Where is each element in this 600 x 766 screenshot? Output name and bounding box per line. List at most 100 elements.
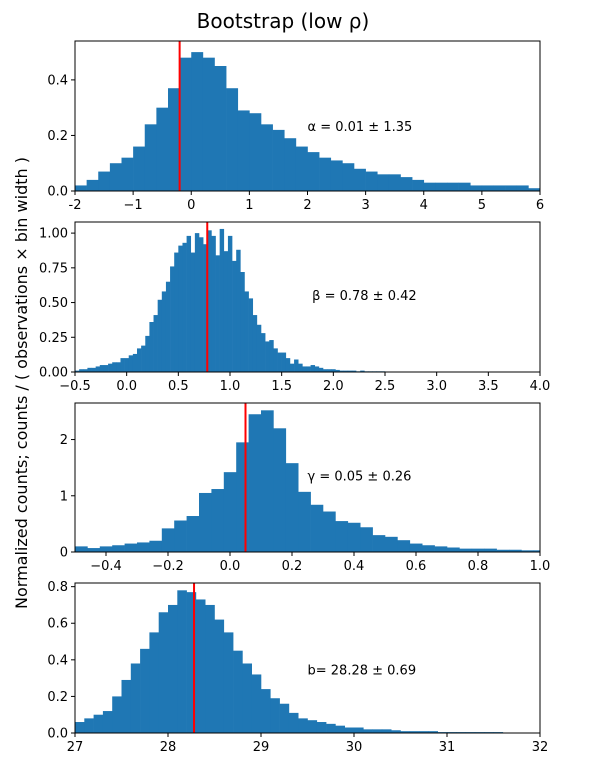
histogram-bar [174,252,179,372]
histogram-bar [298,491,311,552]
histogram-bar [219,228,225,372]
histogram-bar [354,168,366,191]
subplot-gamma: −0.4 −0.2 0.0 0.2 0.4 0.6 0.8 1.0 0 1 2 γ = 0.05 ± … [60,402,550,574]
x-tick-label: 29 [253,740,270,755]
histogram-bar [75,185,87,191]
histogram-bar [269,340,274,372]
histogram-bar [112,545,125,552]
x-tick-label: 0.8 [468,559,489,574]
histogram-bar [270,698,280,733]
histogram-bar [279,703,290,733]
histogram-bar [108,363,113,372]
histogram-bar [233,650,243,733]
histogram-bar [84,718,94,733]
histogram-bar [240,272,245,372]
subplot-beta: −0.5 0.0 0.5 1.0 1.5 2.0 2.5 3.0 3.5 4.0 0.00 0.25 0… [39,221,550,394]
histogram-bar [284,138,297,191]
x-tick-label: 2.5 [375,379,396,394]
histogram-bar [124,358,130,372]
histogram-bar [145,335,150,372]
x-tick-label: −0.2 [152,559,184,574]
y-tick-label: 0.4 [47,73,68,88]
histogram-bar [533,550,540,552]
x-tick-label: 0.0 [220,559,241,574]
histogram-bar [112,696,122,733]
y-tick-label: 1.00 [39,227,68,242]
histogram-bar [447,182,459,191]
x-tick-label: 0 [187,198,195,213]
histogram-bar [365,171,378,191]
histogram-bar [360,527,373,552]
x-tick-label: −1 [124,198,143,213]
histogram-bar [307,720,318,733]
x-tick-label: 5 [478,198,486,213]
histogram-bar [335,725,345,733]
histogram-bar [471,548,485,552]
histogram-bar [153,315,158,372]
histogram-bar [306,366,311,372]
histogram-bar [149,632,159,733]
histogram-bars [75,590,504,733]
histogram-bar [509,549,522,552]
histogram-bar [186,235,192,372]
histogram-bar [310,504,324,552]
x-tick-label: 31 [439,740,456,755]
histogram-bar [226,88,239,191]
histogram-bar [87,548,101,552]
histogram-bar [128,355,134,372]
histogram-bar [95,366,101,372]
histogram-bar [409,543,423,552]
x-tick-label: −0.5 [59,379,91,394]
histogram-bar [385,536,398,552]
y-tick-label: 1 [60,489,68,504]
histogram-bar [165,281,171,372]
histogram-bar [435,182,448,191]
histogram-bar [132,353,138,372]
histogram-bar [75,546,88,552]
x-tick-label: 0.0 [116,379,137,394]
estimate-annotation: γ = 0.05 ± 0.26 [308,469,412,484]
histogram-bar [249,113,262,191]
histogram-bar [397,540,411,552]
y-tick-label: 2 [60,433,68,448]
histogram-bar [236,249,241,372]
histogram-bar [140,648,150,733]
subplot-b: 27 28 29 30 31 32 0.0 0.2 0.4 0.6 0.8 b= 28.28 ± 0.… [47,580,548,755]
histogram-bar [248,298,254,372]
histogram-bar [521,550,535,552]
histogram-bar [137,348,142,372]
histogram-bars [75,228,386,372]
histogram-bar [223,632,234,733]
histogram-bar [112,362,117,372]
histogram-bar [335,521,349,552]
subplots: -2 −1 0 1 2 3 4 5 60.00.20.4α = 0.01 ± 1.35−0.5 0… [39,40,550,755]
estimate-annotation: β = 0.78 ± 0.42 [312,289,417,304]
x-tick-label: 0.5 [168,379,189,394]
histogram-bar [251,674,262,733]
histogram-bar [295,146,308,191]
histogram-bar [409,731,420,733]
histogram-bar [273,428,287,552]
histogram-bar [294,359,299,372]
histogram-bar [372,535,386,552]
histogram-bar [116,362,121,372]
histogram-bar [203,244,208,372]
x-tick-label: 2.0 [323,379,344,394]
histogram-bar [326,723,336,733]
histogram-bar [103,365,109,372]
histogram-bar [351,370,357,372]
y-tick-label: 0.75 [39,261,68,276]
histogram-bar [168,88,180,191]
x-tick-label: 6 [536,198,544,213]
histogram-bar [178,245,183,372]
histogram-bar [323,511,336,552]
histogram-bar [157,299,163,372]
histogram-bar [458,182,471,191]
histogram-bar [174,520,187,552]
histogram-bar [344,727,355,733]
histogram-bar [191,52,204,191]
histogram-bar [516,185,529,191]
histogram-bar [242,663,252,733]
y-tick-label: 0.2 [47,129,68,144]
